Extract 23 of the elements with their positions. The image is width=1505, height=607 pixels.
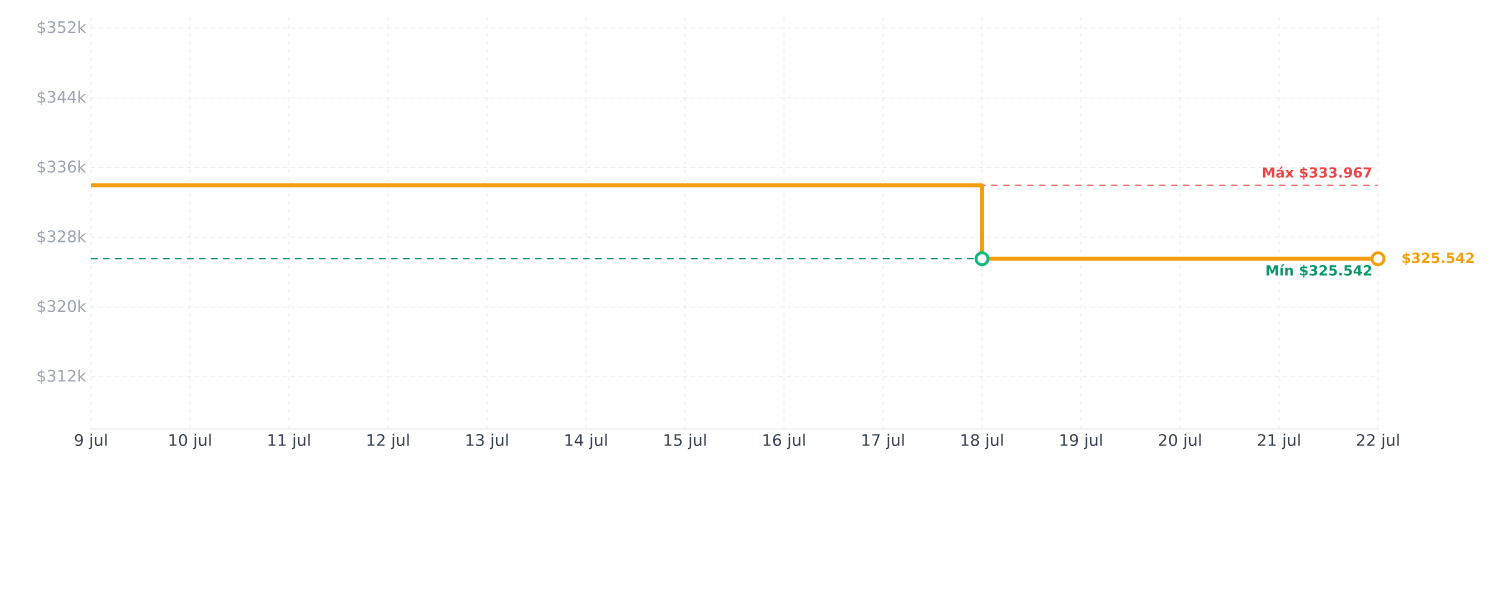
x-tick-label: 17 jul xyxy=(862,433,904,450)
x-tick-label: 11 jul xyxy=(268,433,310,450)
x-tick-label: 16 jul xyxy=(763,433,805,450)
y-tick-label: $312k xyxy=(37,369,87,384)
x-tick-label: 13 jul xyxy=(466,433,508,450)
y-tick-label: $344k xyxy=(37,90,87,106)
x-tick-label: 21 jul xyxy=(1257,433,1300,450)
y-tick-label: $336k xyxy=(37,160,87,175)
x-tick-label: 9 jul xyxy=(74,433,107,450)
y-tick-label: $352k xyxy=(37,20,87,36)
x-tick-label: 19 jul xyxy=(1060,433,1102,450)
x-tick-label: 18 jul xyxy=(961,433,1003,450)
x-tick-label: 20 jul xyxy=(1158,433,1201,450)
x-tick-label: 12 jul xyxy=(367,433,409,450)
x-tick-label: 15 jul xyxy=(664,433,706,450)
annotation: $325.542 xyxy=(1402,252,1474,266)
ref-line-label: Máx $333.967 xyxy=(1262,166,1372,180)
ref-line-label: Mín $325.542 xyxy=(1266,264,1372,278)
x-tick-label: 10 jul xyxy=(169,433,211,450)
y-tick-label: $320k xyxy=(37,299,87,315)
x-tick-label: 14 jul xyxy=(565,433,607,450)
x-tick-label: 22 jul xyxy=(1356,433,1399,450)
y-tick-label: $328k xyxy=(37,230,87,245)
